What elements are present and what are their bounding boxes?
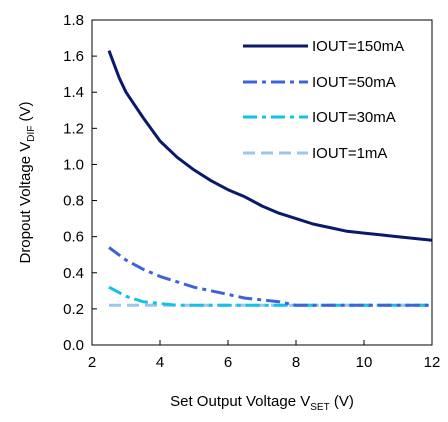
plot-frame — [91, 19, 433, 346]
x-axis-title-main: Set Output Voltage V — [170, 393, 310, 410]
legend: IOUT=150mA IOUT=50mA IOUT=30mA IOUT=1mA — [243, 38, 404, 162]
y-tick-label: 1.4 — [63, 84, 84, 101]
y-tick-label: 0.6 — [63, 229, 84, 246]
x-tick-label: 2 — [88, 354, 96, 371]
y-axis-title-suffix: (V) — [17, 101, 34, 125]
x-tick-label: 12 — [424, 354, 441, 371]
ticks-layer: 2 4 6 8 10 12 0.0 0.2 0.4 0.6 0.8 1.0 1.2 1.4 1.6 1.8 — [63, 12, 440, 371]
x-axis-title-sub: SET — [310, 402, 329, 413]
x-tick-label: 4 — [156, 354, 164, 371]
y-tick-label: 1.8 — [63, 12, 84, 29]
legend-label: IOUT=1mA — [312, 145, 387, 162]
y-tick-label: 1.6 — [63, 48, 84, 65]
series-line-iout-30ma — [108, 285, 432, 307]
series-line-iout-150ma — [107, 50, 433, 242]
x-tick-label: 6 — [224, 354, 232, 371]
x-tick-label: 10 — [356, 354, 373, 371]
y-axis-title-main: Dropout Voltage V — [17, 142, 34, 264]
y-axis-title-sub: DIF — [26, 126, 37, 142]
x-axis-title: Set Output Voltage VSET (V) — [170, 393, 354, 413]
legend-label: IOUT=150mA — [312, 38, 404, 55]
x-tick-label: 8 — [292, 354, 300, 371]
y-tick-label: 0.2 — [63, 301, 84, 318]
series-layer — [107, 50, 433, 307]
y-axis-title: Dropout Voltage VDIF (V) — [17, 101, 37, 263]
y-tick-label: 0.4 — [63, 265, 84, 282]
legend-label: IOUT=30mA — [312, 109, 396, 126]
legend-label: IOUT=50mA — [312, 74, 396, 91]
y-tick-label: 1.2 — [63, 120, 84, 137]
x-axis-title-suffix: (V) — [330, 393, 354, 410]
y-tick-label: 0.0 — [63, 337, 84, 354]
series-line-iout-50ma — [108, 246, 432, 307]
y-tick-label: 1.0 — [63, 156, 84, 173]
y-tick-label: 0.8 — [63, 193, 84, 210]
